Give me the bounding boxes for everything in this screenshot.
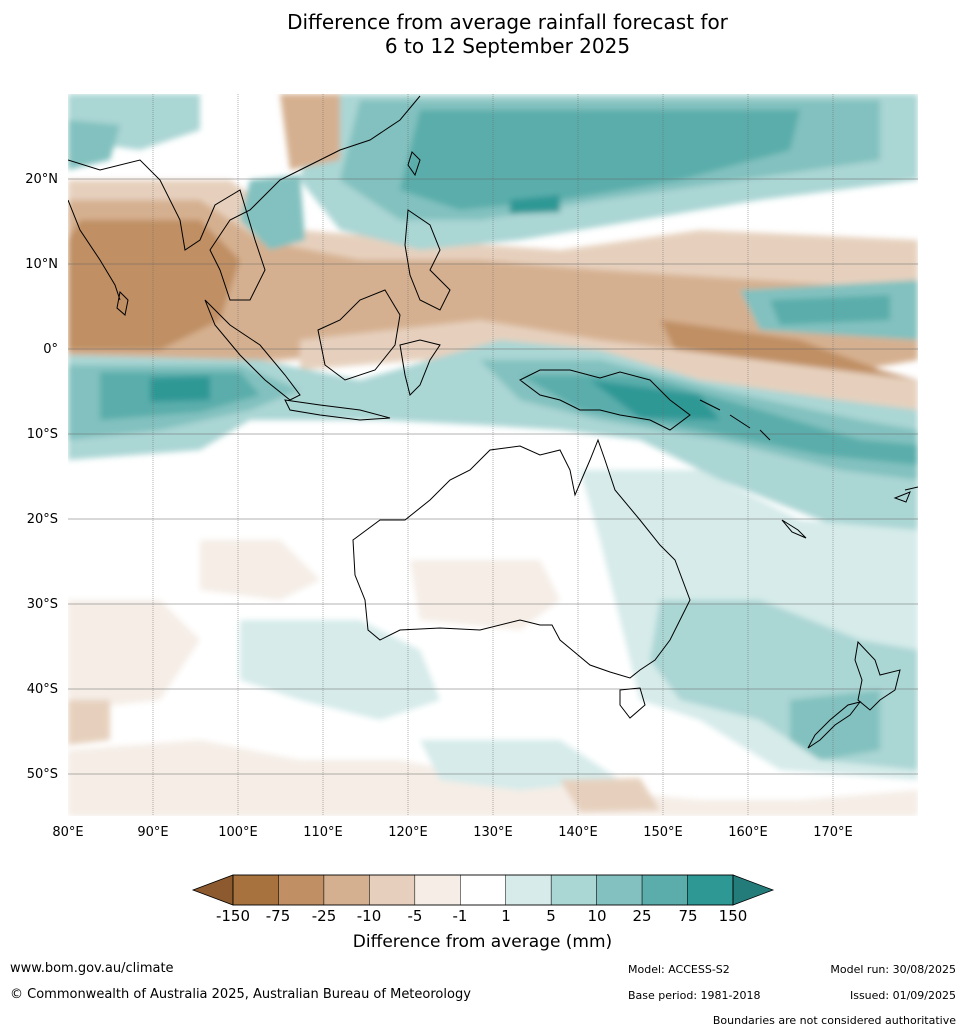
lon-label: 80°E [52, 825, 83, 840]
colorbar-swatch [278, 874, 325, 906]
colorbar-tick: -1 [453, 907, 468, 925]
lat-label: 0° [43, 342, 58, 357]
colorbar-tick: 5 [546, 907, 556, 925]
lat-label: 30°S [27, 597, 58, 612]
borneo-coastline [317, 289, 401, 381]
lon-label: 110°E [303, 825, 343, 840]
lon-label: 160°E [728, 825, 768, 840]
graticule [68, 94, 918, 816]
colorbar-swatch [323, 874, 370, 906]
model-text: Model: ACCESS-S2 [628, 963, 730, 976]
colorbar-tick: -10 [357, 907, 382, 925]
colorbar-tick: 75 [678, 907, 697, 925]
colorbar-tick: -5 [408, 907, 423, 925]
website-link[interactable]: www.bom.gov.au/climate [10, 961, 174, 976]
new-guinea-coastline [519, 369, 691, 431]
title-line-2: 6 to 12 September 2025 [384, 34, 631, 58]
colorbar-tick: 25 [632, 907, 651, 925]
lat-label: 20°N [25, 172, 58, 187]
title-line-1: Difference from average rainfall forecas… [287, 10, 728, 34]
longitude-labels: 80°E 90°E 100°E 110°E 120°E 130°E 140°E … [52, 825, 852, 840]
lon-label: 90°E [137, 825, 168, 840]
colorbar-swatch [505, 874, 552, 906]
colorbar-tick: -150 [216, 907, 250, 925]
lon-label: 150°E [643, 825, 683, 840]
map-title: Difference from average rainfall forecas… [0, 10, 965, 58]
sumatra-coastline [204, 299, 301, 401]
lat-label: 50°S [27, 767, 58, 782]
lat-label: 20°S [27, 512, 58, 527]
colorbar-high-extend [732, 874, 775, 906]
colorbar-tick: 1 [501, 907, 511, 925]
model-run-text: Model run: 30/08/2025 [830, 963, 956, 976]
copyright-text: © Commonwealth of Australia 2025, Austra… [10, 987, 471, 1002]
colorbar-swatch [641, 874, 688, 906]
lon-label: 170°E [813, 825, 853, 840]
colorbar-tick: -25 [312, 907, 337, 925]
asia-mainland-coastline [68, 95, 421, 301]
colorbar-tick: 10 [587, 907, 606, 925]
colorbar-swatch [414, 874, 461, 906]
lon-label: 140°E [558, 825, 598, 840]
philippines-coastline [404, 209, 451, 311]
lat-label: 10°S [27, 427, 58, 442]
new-caledonia-coastline [781, 519, 807, 539]
colorbar-swatch [550, 874, 597, 906]
colorbar-tick: -75 [266, 907, 291, 925]
latitude-labels: 20°N 10°N 0° 10°S 20°S 30°S 40°S 50°S [25, 172, 58, 782]
colorbar-swatch [369, 874, 416, 906]
colorbar-tick: 150 [719, 907, 748, 925]
java-coastline [284, 399, 391, 421]
tasmania-coastline [619, 687, 646, 719]
lon-label: 120°E [388, 825, 428, 840]
colorbar-label: Difference from average (mm) [352, 932, 613, 952]
lat-label: 10°N [25, 257, 58, 272]
colorbar-swatch [460, 874, 506, 906]
coastlines [68, 95, 918, 749]
australia-coastline [352, 438, 691, 679]
lon-label: 130°E [473, 825, 513, 840]
colorbar-swatch [596, 874, 643, 906]
taiwan-coastline [407, 151, 421, 177]
rainfall-field [68, 94, 918, 816]
lat-label: 40°S [27, 682, 58, 697]
base-period-text: Base period: 1981-2018 [628, 989, 761, 1002]
new-zealand-coastline [807, 640, 901, 749]
colorbar-swatch [232, 874, 279, 906]
issued-text: Issued: 01/09/2025 [849, 989, 956, 1002]
sri-lanka-coastline [116, 290, 129, 316]
sulawesi-coastline [399, 339, 441, 396]
colorbar: -150 -75 -25 -10 -5 -1 1 5 10 25 75 150 [191, 874, 775, 925]
lon-label: 100°E [218, 825, 258, 840]
colorbar-swatch [687, 874, 734, 906]
disclaimer-text: Boundaries are not considered authoritat… [712, 1014, 956, 1027]
colorbar-low-extend [191, 874, 234, 906]
